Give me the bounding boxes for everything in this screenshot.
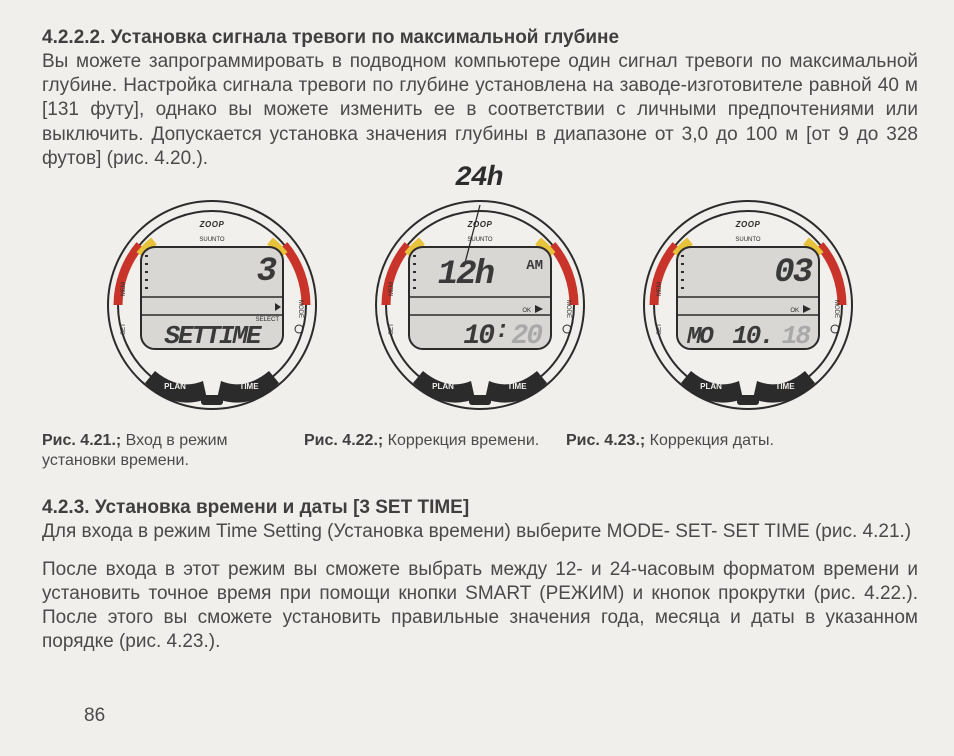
svg-text:SUUNTO: SUUNTO: [735, 237, 761, 243]
svg-text:TIME: TIME: [775, 382, 795, 391]
device-3: ZOOP SUUNTO 03 MO 10. 18 OK: [633, 185, 863, 417]
d2-mins: 20: [511, 321, 542, 352]
caption-422: Рис. 4.22.; Коррекция времени.: [304, 431, 544, 472]
section-423-number: 4.2.3.: [42, 497, 95, 518]
section-4222-body: Вы можете запрограммировать в подводном …: [42, 51, 918, 169]
svg-text:PLAN: PLAN: [432, 382, 454, 391]
section-423-p2: После входа в этот режим вы сможете выбр…: [42, 558, 918, 655]
plan-label: PLAN: [164, 382, 186, 391]
device-2: 24h ZOOP SUUNTO 12h: [365, 185, 595, 417]
d1-top-right: 3: [257, 253, 277, 291]
time-label: TIME: [239, 382, 259, 391]
svg-text:SET: SET: [657, 323, 663, 335]
caption-421: Рис. 4.21.; Вход в режим установки време…: [42, 431, 282, 472]
svg-text:OK: OK: [790, 308, 799, 314]
mem-label: MEM: [121, 282, 127, 296]
brand-suunto: SUUNTO: [199, 237, 225, 243]
mode-label: MODE: [297, 300, 303, 318]
section-423: 4.2.3. Установка времени и даты [3 SET T…: [42, 496, 918, 544]
svg-text:ZOOP: ZOOP: [735, 220, 761, 229]
section-423-p1: Для входа в режим Time Setting (Установк…: [42, 521, 911, 542]
svg-text:MEM: MEM: [657, 282, 663, 296]
d3-18: 18: [782, 321, 812, 351]
device-1-svg: ZOOP SUUNTO 3 SETTIME SELECT: [97, 185, 327, 417]
d2-am: AM: [526, 258, 543, 274]
figure-423: ZOOP SUUNTO 03 MO 10. 18 OK: [633, 185, 863, 417]
d3-10: 10.: [732, 321, 773, 351]
svg-text:SET: SET: [389, 323, 395, 335]
page-number: 86: [84, 704, 105, 728]
figure-422: 24h ZOOP SUUNTO 12h: [365, 185, 595, 417]
svg-text:ZOOP: ZOOP: [467, 220, 493, 229]
svg-text:MEM: MEM: [389, 282, 395, 296]
figure-row: ZOOP SUUNTO 3 SETTIME SELECT: [42, 185, 918, 417]
section-423-title: Установка времени и даты [3 SET TIME]: [95, 497, 469, 518]
d3-mo: MO: [686, 324, 714, 351]
d2-hours: 10: [463, 321, 494, 352]
svg-text:PLAN: PLAN: [700, 382, 722, 391]
set-label: SET: [121, 323, 127, 335]
brand-zoop: ZOOP: [199, 220, 225, 229]
caption-row: Рис. 4.21.; Вход в режим установки време…: [42, 431, 918, 472]
ok-label: OK: [522, 308, 531, 314]
section-4222-number: 4.2.2.2.: [42, 27, 111, 48]
svg-text:MODE: MODE: [833, 300, 839, 318]
svg-text:MODE: MODE: [565, 300, 571, 318]
device-1: ZOOP SUUNTO 3 SETTIME SELECT: [97, 185, 327, 417]
svg-text:TIME: TIME: [507, 382, 527, 391]
svg-text::: :: [495, 318, 507, 345]
device-2-svg: ZOOP SUUNTO 12h AM 10 : 20 OK: [365, 185, 595, 417]
select-label: SELECT: [256, 317, 280, 323]
d2-12h: 12h: [438, 256, 495, 294]
section-4222-title: Установка сигнала тревоги по максимально…: [111, 27, 619, 48]
figure-421: ZOOP SUUNTO 3 SETTIME SELECT: [97, 185, 327, 417]
d3-top: 03: [774, 254, 812, 292]
device-3-svg: ZOOP SUUNTO 03 MO 10. 18 OK: [633, 185, 863, 417]
d1-bottom: SETTIME: [164, 321, 263, 351]
caption-423: Рис. 4.23.; Коррекция даты.: [566, 431, 806, 472]
section-4222: 4.2.2.2. Установка сигнала тревоги по ма…: [42, 26, 918, 171]
